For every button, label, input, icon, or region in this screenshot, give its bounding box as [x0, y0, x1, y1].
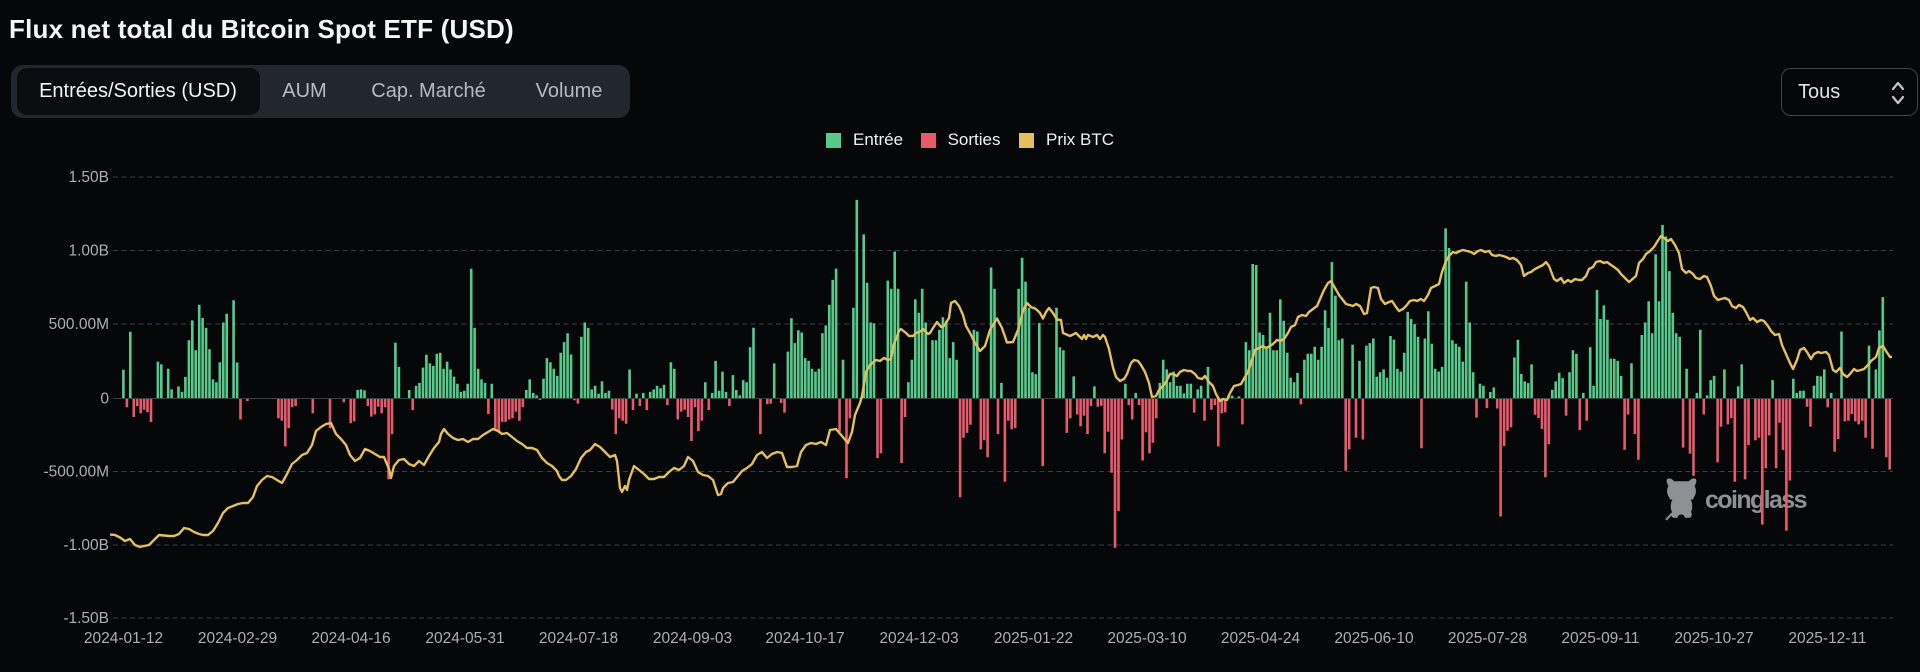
- svg-text:2025-01-22: 2025-01-22: [994, 630, 1073, 647]
- svg-text:1.00B: 1.00B: [68, 243, 109, 260]
- svg-text:2024-07-18: 2024-07-18: [539, 630, 618, 647]
- svg-text:2024-05-31: 2024-05-31: [425, 630, 504, 647]
- svg-text:-1.00B: -1.00B: [63, 537, 109, 554]
- svg-text:-1.50B: -1.50B: [63, 610, 109, 627]
- svg-text:2025-07-28: 2025-07-28: [1448, 630, 1527, 647]
- svg-text:2025-03-10: 2025-03-10: [1107, 630, 1187, 647]
- svg-text:500.00M: 500.00M: [49, 316, 109, 333]
- svg-text:0: 0: [100, 391, 109, 408]
- svg-text:2024-04-16: 2024-04-16: [311, 630, 390, 647]
- svg-text:1.50B: 1.50B: [68, 169, 109, 186]
- svg-text:2025-12-11: 2025-12-11: [1788, 630, 1866, 647]
- svg-text:2024-02-29: 2024-02-29: [198, 630, 277, 647]
- svg-text:2024-10-17: 2024-10-17: [765, 630, 844, 647]
- svg-text:-500.00M: -500.00M: [44, 464, 109, 481]
- svg-text:2025-09-11: 2025-09-11: [1561, 630, 1639, 647]
- svg-text:coinglass: coinglass: [1705, 486, 1807, 514]
- svg-text:2025-04-24: 2025-04-24: [1221, 630, 1301, 647]
- svg-text:2024-09-03: 2024-09-03: [653, 630, 732, 647]
- svg-text:2024-01-12: 2024-01-12: [84, 630, 163, 647]
- svg-text:2024-12-03: 2024-12-03: [879, 630, 958, 647]
- svg-text:2025-10-27: 2025-10-27: [1674, 630, 1753, 647]
- svg-text:2025-06-10: 2025-06-10: [1334, 630, 1414, 647]
